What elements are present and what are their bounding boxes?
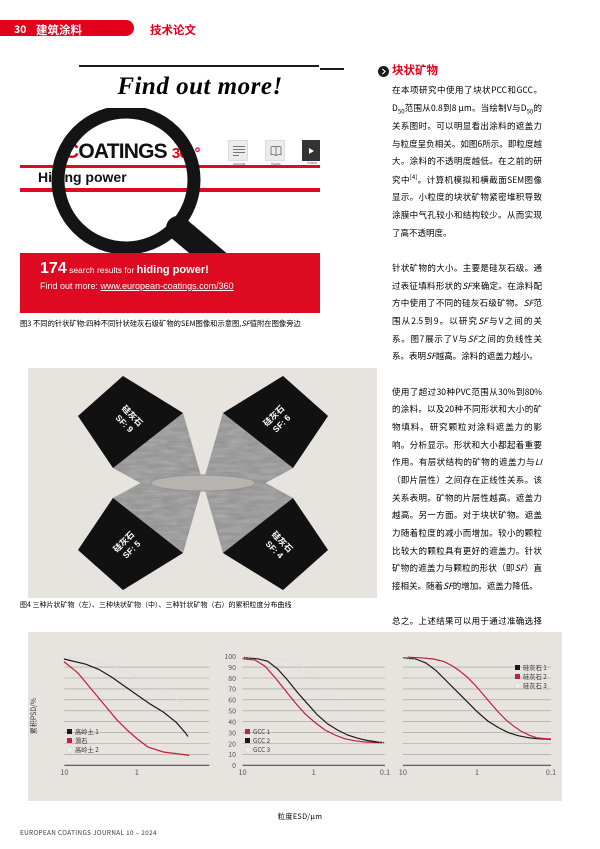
svg-text:40: 40 [228, 718, 236, 728]
svg-text:50: 50 [228, 707, 236, 717]
svg-text:1: 1 [312, 767, 316, 778]
svg-text:90: 90 [228, 663, 236, 673]
svg-text:30: 30 [228, 728, 236, 738]
svg-text:10: 10 [228, 750, 236, 760]
svg-text:20: 20 [228, 739, 236, 749]
svg-text:10: 10 [60, 767, 68, 778]
svg-text:滑石: 滑石 [75, 736, 88, 745]
svg-text:0.1: 0.1 [546, 767, 556, 778]
svg-text:70: 70 [228, 685, 236, 695]
svg-text:累积PSD/%: 累积PSD/% [29, 697, 39, 734]
svg-text:10: 10 [399, 767, 407, 778]
svg-text:高岭土 1: 高岭土 1 [75, 727, 99, 736]
svg-text:10: 10 [238, 767, 246, 778]
svg-text:硅灰石 1: 硅灰石 1 [523, 663, 547, 672]
svg-text:GCC 1: GCC 1 [253, 727, 271, 736]
svg-text:0.1: 0.1 [380, 767, 390, 778]
svg-text:GCC 3: GCC 3 [253, 745, 271, 754]
svg-text:0: 0 [232, 761, 236, 771]
svg-text:GCC 2: GCC 2 [253, 736, 271, 745]
svg-text:1: 1 [135, 767, 139, 778]
svg-text:1: 1 [475, 767, 479, 778]
svg-text:60: 60 [228, 696, 236, 706]
svg-text:硅灰石 3: 硅灰石 3 [523, 681, 547, 690]
svg-text:硅灰石 2: 硅灰石 2 [523, 672, 547, 681]
svg-text:高岭土 2: 高岭土 2 [75, 745, 99, 754]
svg-text:80: 80 [228, 674, 236, 684]
svg-text:100: 100 [224, 652, 236, 662]
